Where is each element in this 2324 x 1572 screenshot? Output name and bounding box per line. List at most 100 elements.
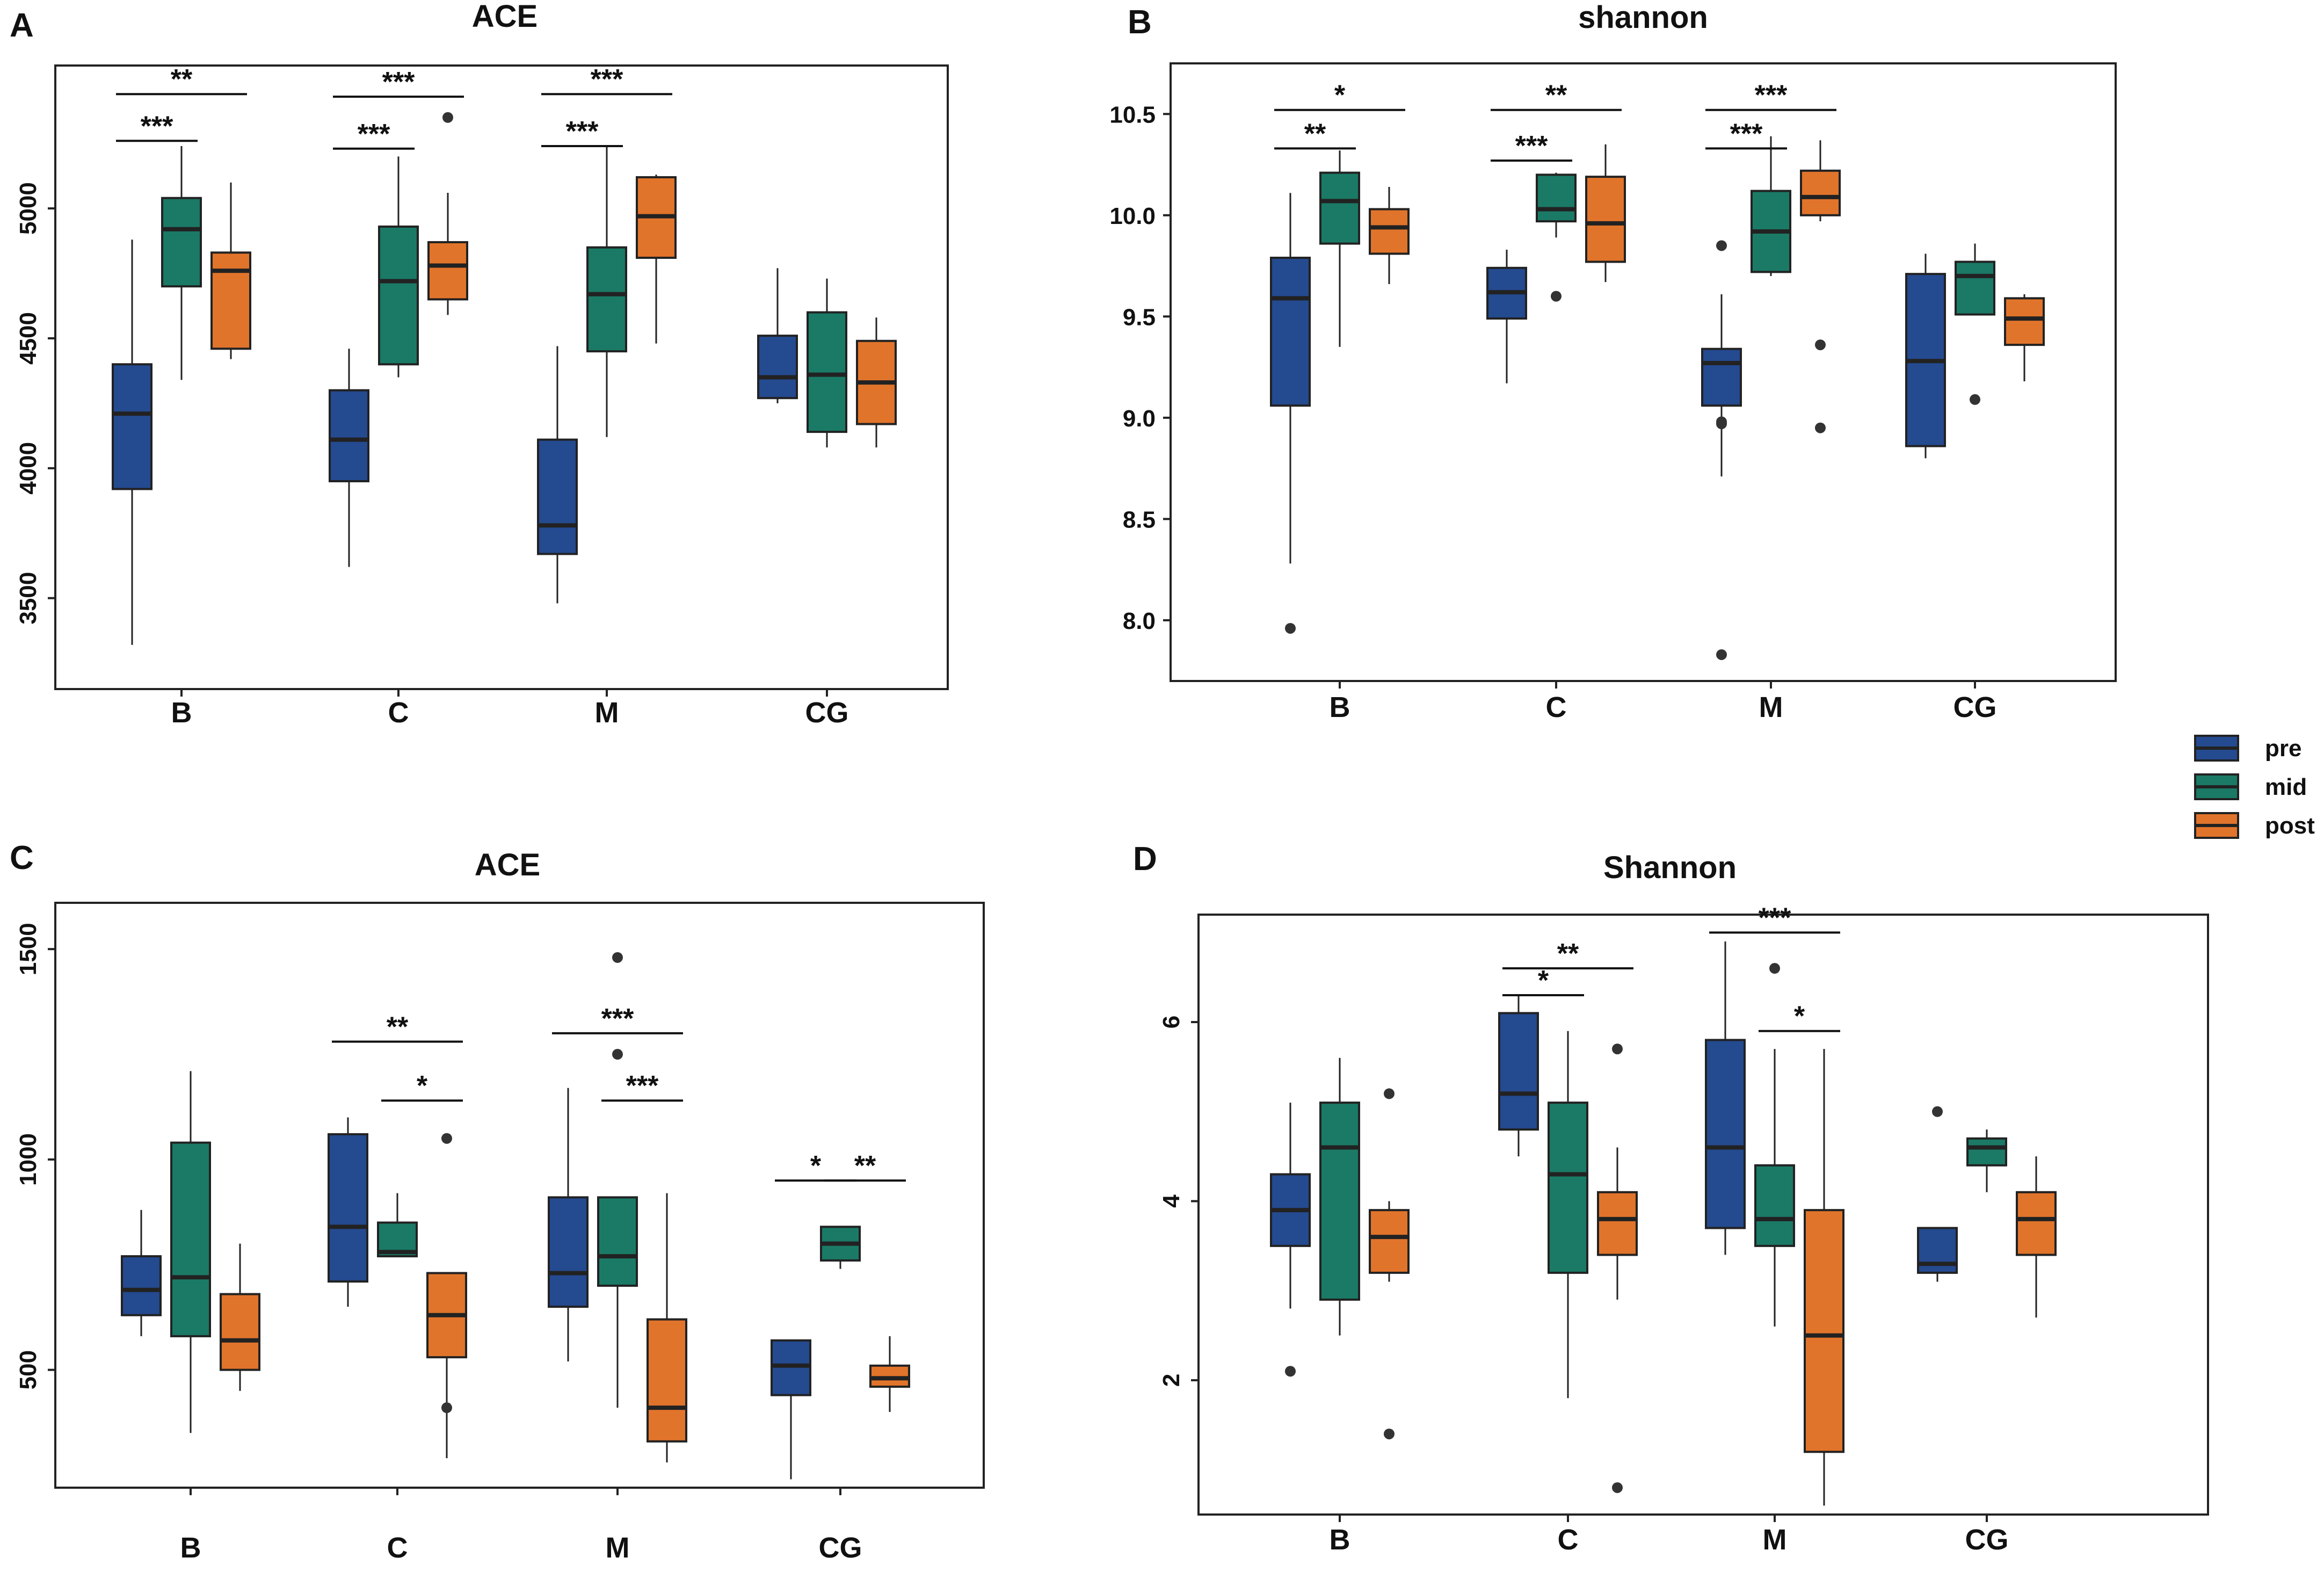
box-body <box>647 1318 687 1443</box>
box-body <box>1548 1102 1588 1274</box>
box-body <box>1270 256 1311 407</box>
box-body <box>1917 1227 1958 1274</box>
box-m-mid <box>1751 136 1791 276</box>
box-body <box>2016 1191 2057 1256</box>
box-body <box>1585 176 1626 263</box>
significance-bracket: *** <box>1709 902 1840 934</box>
outlier-point <box>441 1402 452 1414</box>
box-body <box>1804 1209 1844 1453</box>
significance-bracket: *** <box>541 64 672 96</box>
chart-title: ACE <box>475 847 540 882</box>
chart-title: ACE <box>472 0 538 34</box>
significance-bracket: *** <box>1705 80 1836 111</box>
significance-label: ** <box>171 64 193 95</box>
legend-label: post <box>2265 813 2315 839</box>
outlier-point <box>1716 649 1727 660</box>
significance-bracket: *** <box>333 67 464 98</box>
plot-frame <box>54 64 949 690</box>
box-cg-post <box>2016 1156 2057 1318</box>
box-b-post <box>1369 187 1410 284</box>
box-c-pre <box>328 1117 368 1307</box>
outlier-point <box>612 952 623 963</box>
chart-title: Shannon <box>1603 850 1737 885</box>
box-m-pre <box>537 346 578 604</box>
significance-label: * <box>417 1070 428 1102</box>
significance-bracket: *** <box>333 119 415 150</box>
box-cg-mid <box>1966 1129 2007 1192</box>
significance-bracket: ** <box>332 1012 463 1043</box>
x-tick-label: CG <box>819 1532 862 1564</box>
box-body <box>1369 208 1410 255</box>
box-b-pre <box>1270 193 1311 634</box>
outlier-point <box>442 112 453 123</box>
box-body <box>1498 1012 1539 1131</box>
x-tick-label: M <box>606 1532 630 1564</box>
significance-label: *** <box>591 64 623 95</box>
box-body <box>586 246 627 353</box>
box-m-mid <box>1754 963 1795 1327</box>
significance-label: ** <box>1545 80 1567 111</box>
x-tick-label: CG <box>1953 691 1997 723</box>
box-body <box>112 363 152 490</box>
x-tick-label: C <box>388 697 409 729</box>
y-tick-label: 4500 <box>15 312 41 365</box>
box-m-pre <box>548 1088 589 1361</box>
box-body <box>328 1133 368 1283</box>
box-body <box>170 1141 211 1337</box>
box-body <box>757 335 798 400</box>
box-c-post <box>427 112 468 315</box>
box-body <box>1536 173 1577 223</box>
y-tick-label: 8.5 <box>1123 506 1156 533</box>
significance-label: *** <box>1515 131 1548 162</box>
box-c-pre <box>1498 995 1539 1157</box>
box-b-post <box>1369 1088 1410 1439</box>
box-body <box>220 1293 260 1371</box>
outlier-point <box>1612 1482 1623 1493</box>
plot-frame <box>1197 914 2209 1516</box>
box-body <box>807 311 847 433</box>
box-c-pre <box>329 349 369 567</box>
outlier-point <box>1769 963 1780 974</box>
outlier-point <box>1815 422 1826 433</box>
box-cg-mid <box>820 1226 861 1269</box>
box-c-mid <box>1536 172 1577 302</box>
box-body <box>1754 1164 1795 1247</box>
box-body <box>548 1196 589 1308</box>
significance-label: *** <box>141 111 173 142</box>
box-body <box>210 251 251 350</box>
box-body <box>537 438 578 555</box>
y-tick-label: 10.0 <box>1109 203 1156 229</box>
box-c-mid <box>1548 1031 1588 1399</box>
significance-bracket: *** <box>601 1070 683 1102</box>
significance-bracket: * <box>1502 965 1584 997</box>
plot-frame <box>1170 62 2117 682</box>
significance-bracket: ** <box>824 1150 906 1182</box>
significance-label: *** <box>358 119 390 150</box>
legend: pre mid post <box>2194 735 2315 839</box>
box-b-mid <box>161 146 202 380</box>
outlier-point <box>1612 1044 1623 1055</box>
plot-frame <box>54 902 985 1489</box>
box-m-post <box>636 175 677 344</box>
significance-label: * <box>1794 1001 1805 1032</box>
significance-label: ** <box>1304 118 1326 149</box>
y-tick-label: 9.0 <box>1123 405 1156 432</box>
box-m-post <box>1804 1049 1844 1506</box>
box-c-post <box>1585 144 1626 282</box>
legend-item-pre: pre <box>2194 735 2301 762</box>
box-body <box>161 197 202 288</box>
y-tick-label: 1000 <box>15 1133 41 1186</box>
significance-label: *** <box>626 1070 659 1102</box>
significance-bracket: ** <box>1491 80 1622 111</box>
box-c-post <box>426 1133 467 1459</box>
outlier-point <box>1384 1088 1395 1099</box>
box-b-mid <box>1319 150 1360 347</box>
box-c-mid <box>377 1193 418 1258</box>
panel-label: D <box>1133 841 1157 878</box>
box-body <box>597 1196 638 1287</box>
outlier-point <box>1815 339 1826 351</box>
